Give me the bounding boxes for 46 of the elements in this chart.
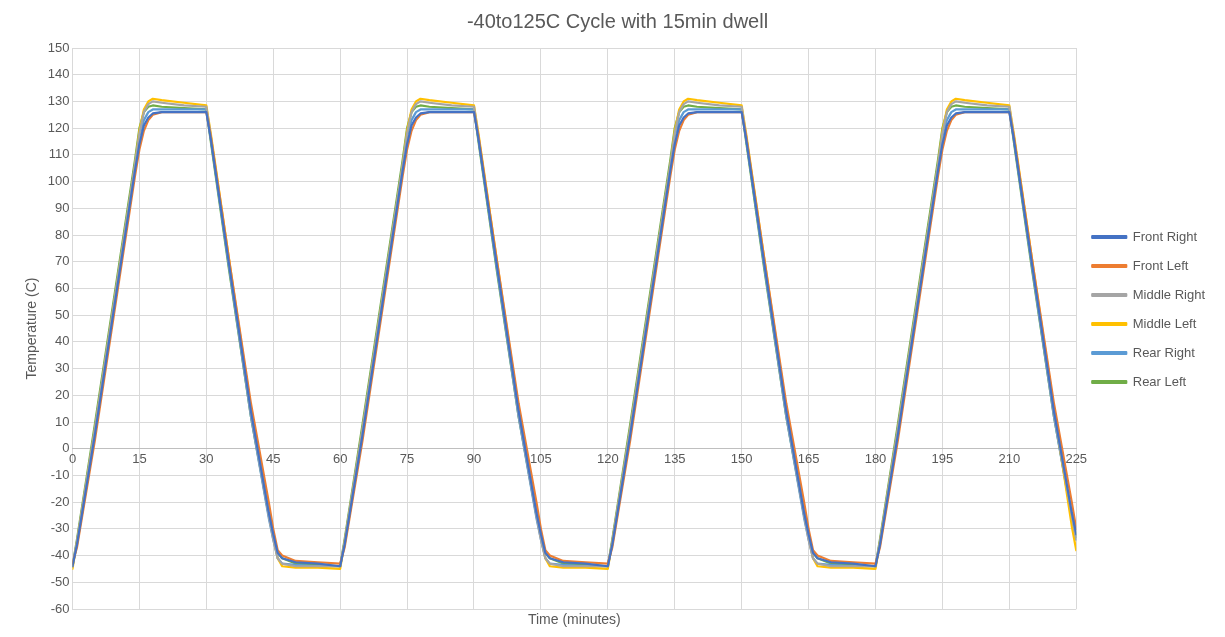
x-tick-label: 90: [466, 451, 482, 467]
legend-label: Rear Right: [1132, 344, 1196, 360]
x-tick-label: 150: [730, 451, 753, 467]
legend-label: Front Right: [1132, 228, 1198, 244]
x-tick-label: 120: [596, 451, 619, 467]
y-tick-label: 110: [48, 146, 70, 162]
y-tick-label: -60: [50, 600, 70, 616]
x-tick-label: 225: [1065, 451, 1088, 467]
y-tick-label: 60: [55, 280, 70, 296]
x-tick-label: 135: [663, 451, 686, 467]
y-tick-label: 90: [55, 199, 70, 215]
x-axis-title: Time (minutes): [527, 610, 621, 627]
y-tick-label: 130: [47, 93, 70, 109]
legend-label: Rear Left: [1132, 373, 1187, 389]
x-tick-label: 210: [998, 451, 1021, 467]
x-tick-label: 180: [864, 451, 887, 467]
y-tick-label: 70: [55, 253, 70, 269]
legend-label: Front Left: [1132, 257, 1189, 273]
y-tick-label: 50: [55, 306, 70, 322]
y-tick-label: 80: [55, 226, 70, 242]
x-tick-label: 195: [931, 451, 954, 467]
x-tick-label: 105: [530, 451, 552, 467]
y-tick-label: 150: [47, 39, 70, 55]
x-tick-label: 30: [199, 451, 214, 467]
y-tick-label: 120: [47, 119, 70, 135]
legend-label: Middle Left: [1132, 315, 1197, 331]
chart-title: -40to125C Cycle with 15min dwell: [466, 9, 769, 32]
y-tick-label: 0: [62, 440, 70, 456]
x-tick-label: 15: [132, 451, 147, 467]
y-tick-label: 20: [55, 386, 70, 402]
y-tick-label: 10: [55, 413, 70, 429]
y-tick-label: -50: [50, 573, 70, 589]
x-tick-label: 60: [332, 451, 348, 467]
y-tick-label: -40: [50, 547, 70, 563]
y-tick-label: -10: [50, 467, 70, 483]
y-tick-label: 100: [47, 173, 70, 189]
x-tick-label: 165: [797, 451, 820, 467]
y-tick-label: 30: [55, 360, 70, 376]
x-tick-label: 75: [399, 451, 415, 467]
y-axis-title: Temperature (C): [23, 277, 40, 380]
y-tick-label: 40: [55, 333, 70, 349]
y-tick-label: -30: [50, 520, 70, 536]
y-tick-label: -20: [50, 493, 70, 509]
legend-label: Middle Right: [1132, 286, 1206, 302]
y-tick-label: 140: [47, 66, 70, 82]
x-tick-label: 45: [266, 451, 281, 467]
